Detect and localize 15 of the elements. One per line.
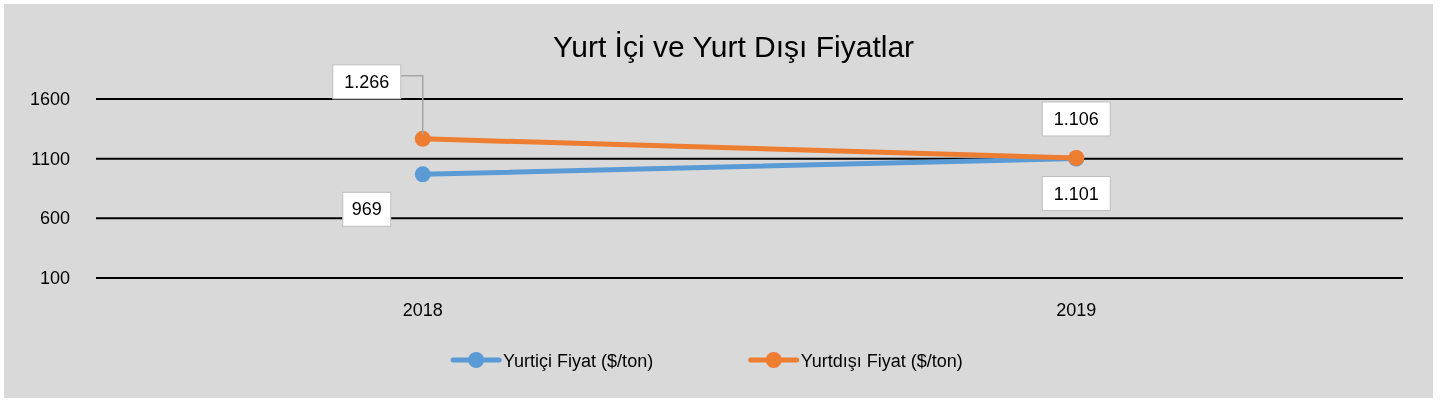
legend-label: Yurtdışı Fiyat ($/ton) — [800, 351, 963, 371]
data-label: 969 — [351, 199, 382, 220]
legend-label: Yurtiçi Fiyat ($/ton) — [503, 351, 654, 371]
y-tick-label: 1600 — [29, 89, 70, 109]
data-label: 1.101 — [1053, 183, 1099, 204]
chart-title: Yurt İçi ve Yurt Dışı Fiyatlar — [552, 30, 915, 63]
point — [414, 166, 431, 183]
data-label: 1.266 — [344, 71, 390, 92]
point — [414, 130, 431, 147]
data-label: 1.106 — [1053, 108, 1099, 129]
y-tick-label: 600 — [39, 208, 70, 229]
y-tick-label: 100 — [39, 268, 70, 288]
x-tick-label: 2018 — [402, 300, 443, 320]
x-tick-label: 2019 — [1056, 300, 1097, 320]
y-tick-label: 1100 — [31, 148, 70, 169]
